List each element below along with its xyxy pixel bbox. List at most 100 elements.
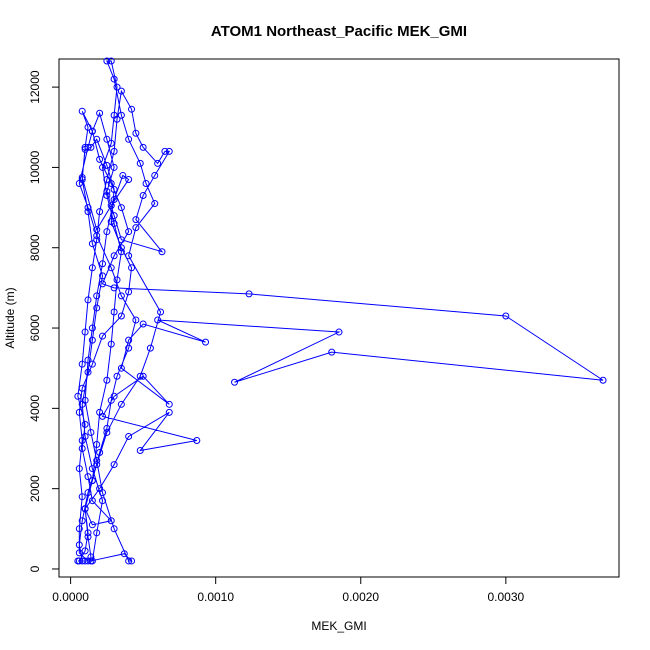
data-point — [139, 320, 147, 328]
data-point — [84, 533, 92, 541]
data-point — [107, 57, 115, 65]
data-point — [151, 200, 159, 208]
data-point — [78, 436, 86, 444]
data-point — [165, 147, 173, 155]
data-point — [93, 440, 101, 448]
data-point — [117, 292, 125, 300]
x-tick-label: 0.0000 — [52, 590, 89, 604]
y-tick-label: 2000 — [28, 475, 42, 502]
data-point — [107, 179, 115, 187]
data-point — [84, 296, 92, 304]
data-point — [88, 264, 96, 272]
data-point — [117, 236, 125, 244]
data-point — [87, 428, 95, 436]
data-point — [81, 557, 89, 565]
data-point — [125, 557, 133, 565]
data-point — [113, 115, 121, 123]
data-point — [117, 204, 125, 212]
data-point — [103, 161, 111, 169]
data-point — [113, 372, 121, 380]
data-point — [119, 171, 127, 179]
data-point — [132, 224, 140, 232]
data-point — [84, 208, 92, 216]
data-point — [99, 280, 107, 288]
data-point — [107, 264, 115, 272]
data-point — [93, 457, 101, 465]
data-point — [84, 204, 92, 212]
data-point — [136, 447, 144, 455]
plot-frame — [58, 58, 620, 578]
data-point — [96, 449, 104, 457]
data-point — [125, 344, 133, 352]
data-point — [132, 316, 140, 324]
data-point — [107, 218, 115, 226]
data-point — [117, 87, 125, 95]
data-point — [110, 212, 118, 220]
x-tick-label: 0.0010 — [197, 590, 234, 604]
data-point — [87, 143, 95, 151]
data-point — [75, 408, 83, 416]
data-point — [88, 336, 96, 344]
x-axis-label: MEK_GMI — [311, 619, 366, 633]
data-point — [125, 228, 133, 236]
data-point — [78, 384, 86, 392]
data-point — [75, 525, 83, 533]
data-point — [93, 292, 101, 300]
data-point — [84, 473, 92, 481]
data-point — [88, 240, 96, 248]
data-point — [78, 360, 86, 368]
data-point — [107, 340, 115, 348]
y-tick-label: 8000 — [28, 234, 42, 261]
data-point — [139, 143, 147, 151]
data-point — [136, 159, 144, 167]
data-point — [88, 127, 96, 135]
data-point — [161, 147, 169, 155]
data-point — [99, 412, 107, 420]
data-point — [110, 461, 118, 469]
data-point — [103, 228, 111, 236]
data-point — [93, 236, 101, 244]
data-point — [202, 338, 210, 346]
data-point — [154, 316, 162, 324]
data-point — [110, 252, 118, 260]
data-point — [99, 163, 107, 171]
data-point — [113, 83, 121, 91]
data-point — [93, 135, 101, 143]
data-point — [96, 208, 104, 216]
chart-title: ATOM1 Northeast_Pacific MEK_GMI — [211, 23, 467, 40]
data-point — [125, 288, 133, 296]
data-point — [113, 276, 121, 284]
data-point — [599, 376, 607, 384]
data-point — [125, 135, 133, 143]
data-point — [125, 252, 133, 260]
data-point — [165, 400, 173, 408]
data-point — [81, 505, 89, 513]
data-point — [110, 75, 118, 83]
data-point — [88, 360, 96, 368]
data-point — [84, 529, 92, 537]
y-tick-label: 0 — [28, 565, 42, 572]
data-point — [78, 445, 86, 452]
data-point — [103, 376, 111, 384]
data-point — [158, 248, 166, 256]
data-point — [117, 400, 125, 408]
data-point — [74, 557, 82, 565]
data-point — [75, 179, 83, 187]
data-point — [154, 159, 162, 167]
x-tick-label: 0.0020 — [342, 590, 379, 604]
data-point — [75, 549, 83, 557]
data-point — [136, 372, 144, 380]
data-point — [110, 525, 118, 533]
data-point — [157, 308, 165, 316]
data-point — [107, 202, 115, 210]
y-axis: 0 2000 4000 6000 8000 10000 12000 — [28, 70, 60, 572]
data-point — [103, 424, 111, 432]
data-point — [165, 408, 173, 416]
data-point — [110, 147, 118, 155]
data-point — [81, 420, 89, 428]
y-tick-label: 6000 — [28, 314, 42, 341]
y-axis-label: Altitude (m) — [3, 287, 17, 348]
x-axis: 0.0000 0.0010 0.0020 0.0030 — [52, 576, 525, 604]
data-point — [110, 186, 118, 193]
